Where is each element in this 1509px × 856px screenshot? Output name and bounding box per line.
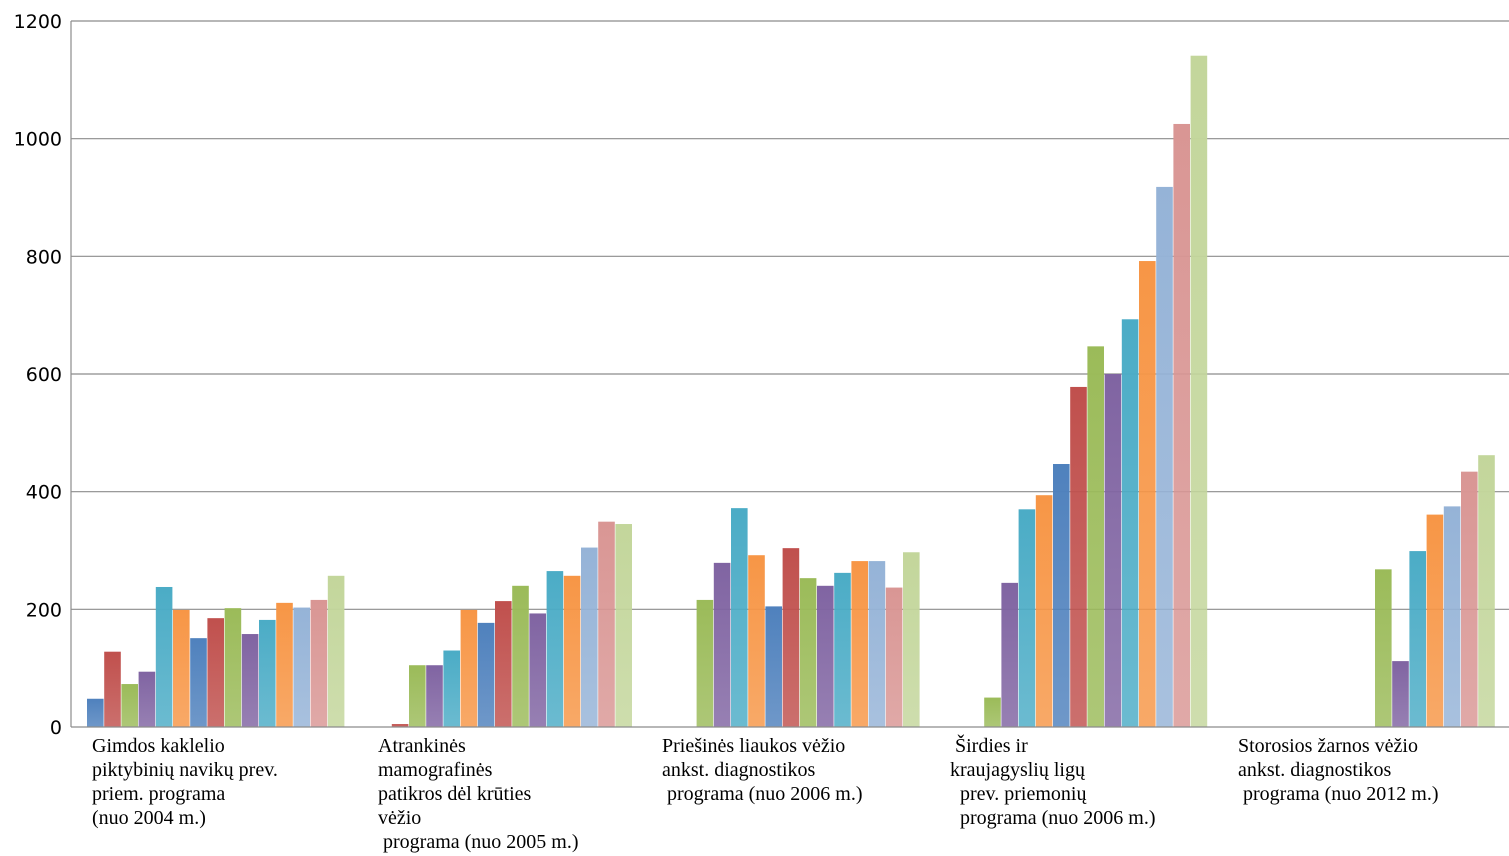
bar bbox=[1121, 319, 1139, 727]
bar bbox=[782, 548, 800, 727]
bar bbox=[224, 608, 242, 727]
bar bbox=[1104, 374, 1122, 727]
bar bbox=[1035, 495, 1053, 727]
bar bbox=[327, 575, 345, 727]
bar bbox=[885, 587, 903, 727]
bar bbox=[512, 585, 529, 727]
bar bbox=[460, 609, 478, 727]
bar bbox=[563, 575, 581, 727]
y-tick-label: 0 bbox=[50, 717, 62, 739]
category-label-prostate: Priešinės liaukos vėžio ankst. diagnosti… bbox=[662, 735, 863, 805]
bar bbox=[696, 599, 714, 727]
bar bbox=[731, 508, 748, 727]
y-tick-label: 1200 bbox=[14, 11, 62, 33]
bar bbox=[293, 607, 310, 727]
bar bbox=[851, 561, 868, 727]
bar bbox=[1443, 506, 1461, 728]
bar bbox=[426, 665, 443, 727]
bar bbox=[276, 602, 293, 727]
bar bbox=[598, 521, 615, 727]
category-label-colorectal: Storosios žarnos vėžio ankst. diagnostik… bbox=[1238, 735, 1439, 805]
bar bbox=[477, 622, 495, 727]
bar bbox=[155, 586, 173, 727]
bar bbox=[259, 619, 276, 727]
bar bbox=[748, 555, 765, 727]
bar bbox=[817, 585, 834, 727]
bar bbox=[443, 650, 460, 727]
bar bbox=[104, 651, 121, 727]
bar bbox=[138, 671, 156, 727]
bar bbox=[1426, 514, 1444, 727]
bar bbox=[87, 698, 104, 727]
bar bbox=[1053, 464, 1070, 727]
bar bbox=[409, 665, 426, 727]
bar bbox=[391, 724, 409, 727]
bar bbox=[1139, 261, 1156, 727]
bar bbox=[1173, 123, 1190, 727]
bar bbox=[615, 524, 632, 727]
category-label-cardio: Širdies ir kraujagyslių ligų prev. priem… bbox=[950, 735, 1156, 829]
bar bbox=[765, 606, 782, 727]
bar bbox=[546, 571, 564, 727]
y-tick-label: 600 bbox=[26, 364, 62, 386]
category-label-cervical: Gimdos kaklelio piktybinių navikų prev. … bbox=[92, 735, 278, 829]
y-tick-label: 400 bbox=[26, 482, 62, 504]
bar bbox=[799, 578, 817, 727]
y-tick-label: 200 bbox=[26, 599, 62, 621]
bar bbox=[834, 572, 851, 727]
bar bbox=[1190, 55, 1208, 727]
bar bbox=[121, 684, 138, 727]
bar bbox=[1087, 346, 1104, 727]
bar bbox=[310, 599, 328, 727]
gridlines bbox=[71, 20, 1509, 610]
y-tick-label: 800 bbox=[26, 246, 62, 268]
bar bbox=[190, 638, 207, 727]
bar bbox=[713, 562, 731, 727]
bar bbox=[173, 609, 190, 727]
bar bbox=[1156, 186, 1173, 727]
bar bbox=[1409, 551, 1426, 727]
bar bbox=[495, 601, 512, 727]
bar bbox=[1375, 569, 1392, 727]
bar bbox=[1478, 455, 1495, 727]
bar bbox=[1461, 471, 1478, 727]
bar bbox=[581, 547, 598, 727]
y-tick-label: 1000 bbox=[14, 129, 62, 151]
bars bbox=[87, 55, 1495, 728]
bar bbox=[903, 552, 920, 727]
bar bbox=[868, 561, 886, 727]
category-label-mammography: Atrankinės mamografinės patikros dėl krū… bbox=[378, 735, 579, 853]
bar bbox=[1392, 661, 1409, 727]
bar bbox=[1001, 582, 1018, 727]
bar bbox=[984, 697, 1001, 727]
axes bbox=[70, 21, 1509, 728]
bar bbox=[1018, 509, 1036, 727]
bar bbox=[1070, 386, 1087, 727]
bar bbox=[529, 613, 546, 727]
y-axis-ticks: 0 200 400 600 800 1000 1200 bbox=[14, 11, 62, 739]
bar bbox=[241, 634, 259, 727]
bar bbox=[207, 618, 224, 727]
